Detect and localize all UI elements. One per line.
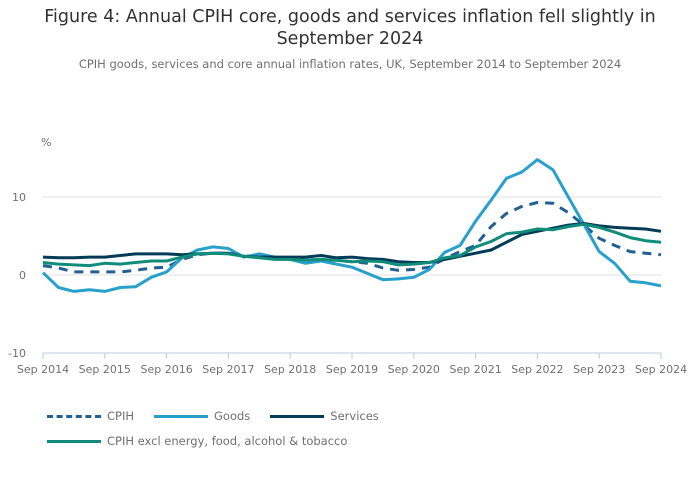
legend-item-goods[interactable]: Goods bbox=[154, 409, 250, 423]
legend-label-services: Services bbox=[330, 409, 379, 423]
chart-subtitle: CPIH goods, services and core annual inf… bbox=[78, 57, 622, 71]
legend-swatch-goods bbox=[154, 414, 209, 418]
y-tick-label: 10 bbox=[12, 191, 26, 204]
x-axis: Sep 2014 Sep 2015 Sep 2016 Sep 2017 Sep 2018… bbox=[17, 352, 687, 376]
series-line-cpih-excl-energy-food-alcohol-tobacco[interactable] bbox=[42, 222, 662, 268]
x-tick-label: Sep 2015 bbox=[79, 363, 131, 376]
legend-label-cpih: CPIH bbox=[107, 409, 135, 423]
y-tick-label: 0 bbox=[19, 269, 26, 282]
series-line-goods[interactable] bbox=[41, 158, 662, 293]
x-tick-label: Sep 2017 bbox=[202, 363, 254, 376]
x-tick-label: Sep 2021 bbox=[449, 363, 501, 376]
legend-swatch-services bbox=[270, 414, 325, 418]
x-tick-label: Sep 2014 bbox=[17, 363, 69, 376]
legend-item-services[interactable]: Services bbox=[270, 409, 379, 423]
x-tick-label: Sep 2020 bbox=[388, 363, 440, 376]
legend-swatch-cpih bbox=[47, 414, 101, 418]
x-tick-label: Sep 2024 bbox=[635, 363, 687, 376]
legend-item-core[interactable]: CPIH excl energy, food, alcohol & tobacc… bbox=[47, 434, 347, 448]
legend-label-core: CPIH excl energy, food, alcohol & tobacc… bbox=[107, 434, 348, 448]
y-tick-label: -10 bbox=[8, 347, 26, 360]
series-line-services[interactable] bbox=[42, 222, 662, 264]
x-tick-label: Sep 2018 bbox=[264, 363, 316, 376]
gridlines bbox=[43, 196, 661, 276]
legend-item-cpih[interactable]: CPIH bbox=[47, 409, 134, 423]
x-tick-label: Sep 2023 bbox=[573, 363, 625, 376]
legend: CPIH Goods Services CPIH excl energy, fo… bbox=[47, 408, 399, 458]
legend-label-goods: Goods bbox=[214, 409, 251, 423]
series-line-cpih[interactable] bbox=[42, 201, 662, 274]
series-lines bbox=[41, 158, 662, 293]
chart-title: Figure 4: Annual CPIH core, goods and se… bbox=[44, 7, 656, 49]
y-axis-ticks: -10 0 10 bbox=[8, 191, 26, 360]
x-tick-label: Sep 2016 bbox=[140, 363, 192, 376]
y-axis-label: % bbox=[41, 136, 51, 149]
x-tick-label: Sep 2019 bbox=[326, 363, 378, 376]
legend-swatch-core bbox=[47, 439, 101, 443]
x-tick-label: Sep 2022 bbox=[511, 363, 563, 376]
